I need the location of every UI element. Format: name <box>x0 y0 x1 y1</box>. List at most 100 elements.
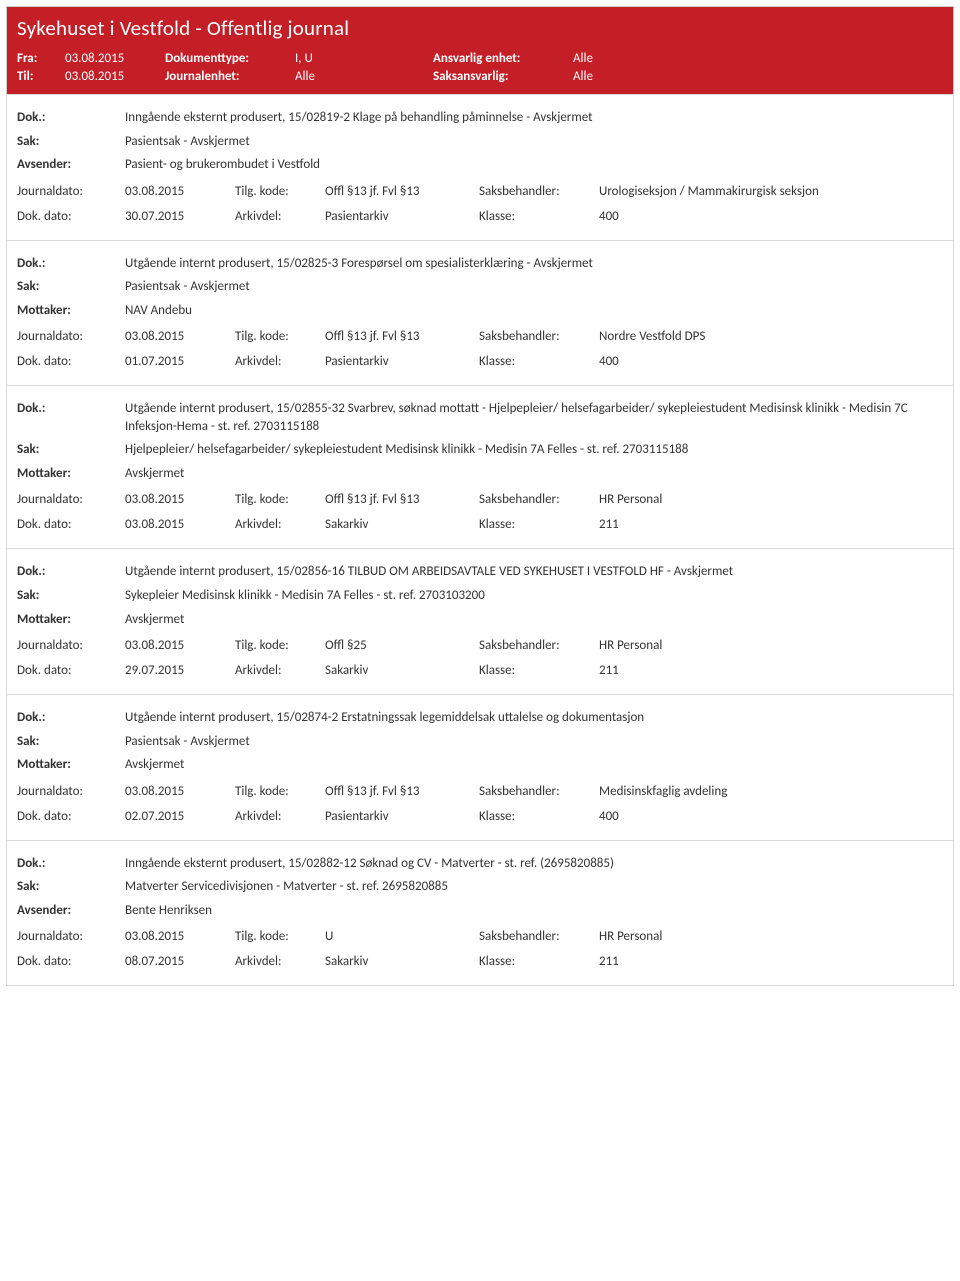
tilgkode-value: Offl §25 <box>325 638 479 653</box>
journal-entry: Dok.: Utgående internt produsert, 15/028… <box>6 695 954 841</box>
dokdato-label: Dok. dato: <box>17 663 125 678</box>
header-row-1: Fra: 03.08.2015 Dokumenttype: I, U Ansva… <box>17 51 943 66</box>
arkivdel-value: Sakarkiv <box>325 517 479 532</box>
tilgkode-value: Offl §13 jf. Fvl §13 <box>325 184 479 199</box>
saksbeh-value: Urologiseksjon / Mammakirurgisk seksjon <box>599 184 943 199</box>
sak-value: Pasientsak - Avskjermet <box>125 133 943 151</box>
doktype-value: I, U <box>295 51 433 66</box>
dok-value: Utgående internt produsert, 15/02874-2 E… <box>125 709 943 727</box>
party-value: Bente Henriksen <box>125 902 943 920</box>
dok-value: Utgående internt produsert, 15/02856-16 … <box>125 563 943 581</box>
tilgkode-label: Tilg. kode: <box>235 329 325 344</box>
fra-value: 03.08.2015 <box>65 51 165 66</box>
journal-header: Sykehuset i Vestfold - Offentlig journal… <box>6 6 954 94</box>
journal-entry: Dok.: Inngående eksternt produsert, 15/0… <box>6 841 954 987</box>
dok-value: Inngående eksternt produsert, 15/02882-1… <box>125 855 943 873</box>
entries-container: Dok.: Inngående eksternt produsert, 15/0… <box>6 94 954 986</box>
journaldato-value: 03.08.2015 <box>125 784 235 799</box>
dok-value: Utgående internt produsert, 15/02855-32 … <box>125 400 943 435</box>
arkivdel-value: Sakarkiv <box>325 954 479 969</box>
til-label: Til: <box>17 69 65 84</box>
arkivdel-label: Arkivdel: <box>235 354 325 369</box>
dok-label: Dok.: <box>17 255 125 273</box>
tilgkode-label: Tilg. kode: <box>235 638 325 653</box>
journaldato-label: Journaldato: <box>17 492 125 507</box>
dokdato-value: 03.08.2015 <box>125 517 235 532</box>
page-title: Sykehuset i Vestfold - Offentlig journal <box>17 15 943 41</box>
tilgkode-value: Offl §13 jf. Fvl §13 <box>325 492 479 507</box>
dok-label: Dok.: <box>17 855 125 873</box>
party-label: Avsender: <box>17 902 125 920</box>
journal-entry: Dok.: Utgående internt produsert, 15/028… <box>6 241 954 387</box>
saksbeh-label: Saksbehandler: <box>479 638 599 653</box>
dokdato-value: 08.07.2015 <box>125 954 235 969</box>
saksbeh-value: HR Personal <box>599 929 943 944</box>
saksbeh-label: Saksbehandler: <box>479 929 599 944</box>
saksbeh-label: Saksbehandler: <box>479 784 599 799</box>
journal-entry: Dok.: Inngående eksternt produsert, 15/0… <box>6 94 954 241</box>
klasse-value: 211 <box>599 663 943 678</box>
tilgkode-label: Tilg. kode: <box>235 784 325 799</box>
dokdato-label: Dok. dato: <box>17 954 125 969</box>
party-value: Avskjermet <box>125 465 943 483</box>
journaldato-label: Journaldato: <box>17 784 125 799</box>
arkivdel-label: Arkivdel: <box>235 663 325 678</box>
journaldato-value: 03.08.2015 <box>125 492 235 507</box>
klasse-label: Klasse: <box>479 209 599 224</box>
journal-entry: Dok.: Utgående internt produsert, 15/028… <box>6 386 954 549</box>
journal-entry: Dok.: Utgående internt produsert, 15/028… <box>6 549 954 695</box>
arkivdel-label: Arkivdel: <box>235 209 325 224</box>
ansvarlig-label: Ansvarlig enhet: <box>433 51 573 66</box>
party-value: Avskjermet <box>125 756 943 774</box>
sak-value: Hjelpepleier/ helsefagarbeider/ sykeplei… <box>125 441 943 459</box>
party-label: Mottaker: <box>17 302 125 320</box>
dok-label: Dok.: <box>17 563 125 581</box>
journaldato-label: Journaldato: <box>17 638 125 653</box>
journaldato-label: Journaldato: <box>17 929 125 944</box>
saksbeh-value: Nordre Vestfold DPS <box>599 329 943 344</box>
arkivdel-value: Pasientarkiv <box>325 354 479 369</box>
party-value: Avskjermet <box>125 611 943 629</box>
tilgkode-label: Tilg. kode: <box>235 184 325 199</box>
saksbeh-label: Saksbehandler: <box>479 184 599 199</box>
fra-label: Fra: <box>17 51 65 66</box>
sak-value: Matverter Servicedivisjonen - Matverter … <box>125 878 943 896</box>
tilgkode-label: Tilg. kode: <box>235 929 325 944</box>
dok-value: Utgående internt produsert, 15/02825-3 F… <box>125 255 943 273</box>
arkivdel-label: Arkivdel: <box>235 954 325 969</box>
dok-label: Dok.: <box>17 109 125 127</box>
sak-label: Sak: <box>17 278 125 296</box>
page: Sykehuset i Vestfold - Offentlig journal… <box>0 0 960 992</box>
ansvarlig-value: Alle <box>573 51 593 66</box>
journaldato-value: 03.08.2015 <box>125 638 235 653</box>
sak-label: Sak: <box>17 733 125 751</box>
dokdato-value: 29.07.2015 <box>125 663 235 678</box>
tilgkode-value: Offl §13 jf. Fvl §13 <box>325 784 479 799</box>
doktype-label: Dokumenttype: <box>165 51 295 66</box>
sak-label: Sak: <box>17 133 125 151</box>
arkivdel-value: Sakarkiv <box>325 663 479 678</box>
klasse-value: 400 <box>599 209 943 224</box>
arkivdel-label: Arkivdel: <box>235 809 325 824</box>
klasse-value: 400 <box>599 354 943 369</box>
saksbeh-label: Saksbehandler: <box>479 492 599 507</box>
klasse-label: Klasse: <box>479 809 599 824</box>
sak-label: Sak: <box>17 878 125 896</box>
klasse-label: Klasse: <box>479 663 599 678</box>
dokdato-value: 01.07.2015 <box>125 354 235 369</box>
sak-label: Sak: <box>17 441 125 459</box>
til-value: 03.08.2015 <box>65 69 165 84</box>
klasse-value: 211 <box>599 517 943 532</box>
klasse-value: 400 <box>599 809 943 824</box>
dok-label: Dok.: <box>17 709 125 727</box>
journalenhet-value: Alle <box>295 69 433 84</box>
journaldato-value: 03.08.2015 <box>125 184 235 199</box>
klasse-label: Klasse: <box>479 954 599 969</box>
dokdato-label: Dok. dato: <box>17 809 125 824</box>
header-row-2: Til: 03.08.2015 Journalenhet: Alle Saksa… <box>17 69 943 84</box>
journalenhet-label: Journalenhet: <box>165 69 295 84</box>
party-value: Pasient- og brukerombudet i Vestfold <box>125 156 943 174</box>
saksbeh-label: Saksbehandler: <box>479 329 599 344</box>
arkivdel-value: Pasientarkiv <box>325 809 479 824</box>
arkivdel-value: Pasientarkiv <box>325 209 479 224</box>
